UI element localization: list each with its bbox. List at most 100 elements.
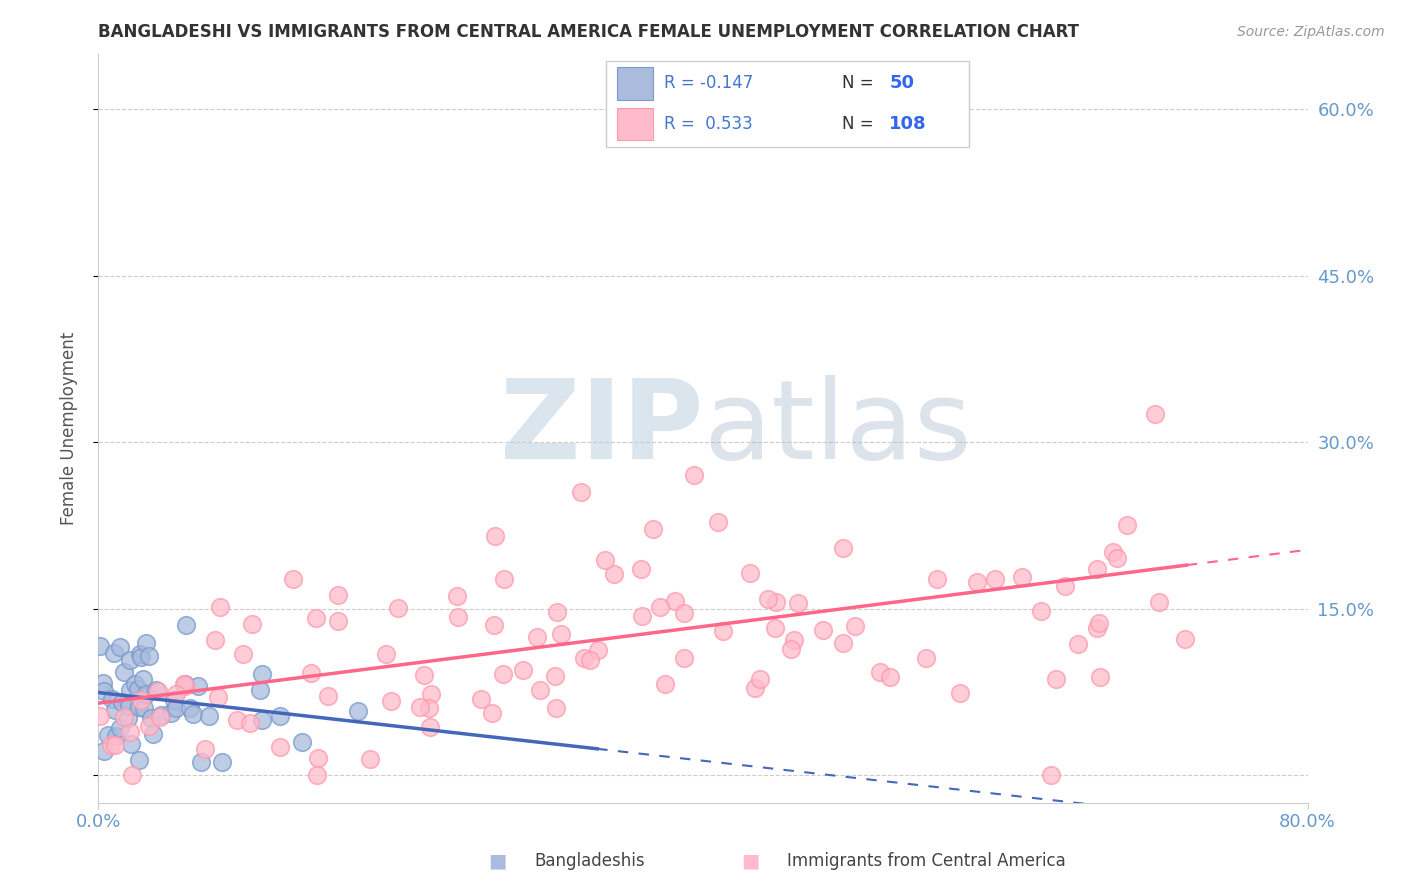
Point [307,750,329,764]
Point [174,679,197,693]
Point [387,600,409,615]
Point [91,675,114,690]
Point [328,588,350,602]
Point [832,541,855,556]
Point [112,665,135,680]
Point [783,632,806,647]
Point [1085,562,1108,576]
Point [89,639,111,653]
Point [588,642,610,657]
Point [711,624,734,639]
Point [239,716,262,731]
Point [232,647,254,661]
Point [512,663,534,677]
Point [166,687,188,701]
Point [412,667,434,681]
Point [915,650,938,665]
Point [419,720,441,734]
Point [896,119,918,133]
Point [491,666,513,681]
Point [706,516,728,530]
Point [135,636,157,650]
Text: atlas: atlas [703,375,972,482]
Point [162,693,184,707]
Point [811,624,834,638]
Text: BANGLADESHI VS IMMIGRANTS FROM CENTRAL AMERICA FEMALE UNEMPLOYMENT CORRELATION C: BANGLADESHI VS IMMIGRANTS FROM CENTRAL A… [98,23,1080,41]
Point [93,683,115,698]
Point [305,768,328,782]
Point [831,636,853,650]
Point [579,653,602,667]
Point [571,485,593,500]
Point [173,677,195,691]
Point [740,566,762,581]
Point [631,608,654,623]
Point [128,700,150,714]
Point [1147,595,1170,609]
Point [135,687,157,701]
Text: Immigrants from Central America: Immigrants from Central America [787,852,1066,870]
Point [572,650,595,665]
Text: ■: ■ [488,851,506,871]
Point [869,665,891,679]
Point [100,738,122,752]
Point [128,753,150,767]
Point [134,701,156,715]
Point [118,699,141,714]
Point [359,751,381,765]
Point [780,642,803,657]
Point [643,522,665,536]
Point [550,626,572,640]
Point [281,572,304,586]
Point [1144,407,1167,421]
Point [129,647,152,661]
Point [207,690,229,704]
Point [683,468,706,483]
Y-axis label: Female Unemployment: Female Unemployment [59,332,77,524]
Point [470,692,492,706]
Point [103,646,125,660]
Point [602,566,624,581]
Point [748,673,770,687]
Point [165,701,187,715]
Point [593,553,616,567]
Point [1085,621,1108,635]
Point [1090,670,1112,684]
Point [529,683,551,698]
Point [181,707,204,722]
Point [194,742,217,756]
Point [347,704,370,718]
Point [146,683,169,698]
Point [269,739,291,754]
Point [173,676,195,690]
Point [187,679,209,693]
Point [672,651,695,665]
Point [120,683,142,698]
Point [1029,603,1052,617]
Text: ■: ■ [741,851,759,871]
Point [305,611,328,625]
Point [544,669,567,683]
Point [673,606,696,620]
Point [174,618,197,632]
Point [418,700,440,714]
Point [226,713,249,727]
Point [966,574,988,589]
Point [121,768,143,782]
Point [198,709,221,723]
Point [118,653,141,667]
Point [1053,579,1076,593]
Point [250,667,273,681]
Point [204,632,226,647]
Text: Bangladeshis: Bangladeshis [534,852,645,870]
Point [149,710,172,724]
Point [160,706,183,720]
Point [120,725,142,739]
Point [1066,637,1088,651]
Point [494,572,516,586]
Point [117,711,139,725]
Point [484,529,506,543]
Point [879,670,901,684]
Point [291,734,314,748]
Point [1115,517,1137,532]
